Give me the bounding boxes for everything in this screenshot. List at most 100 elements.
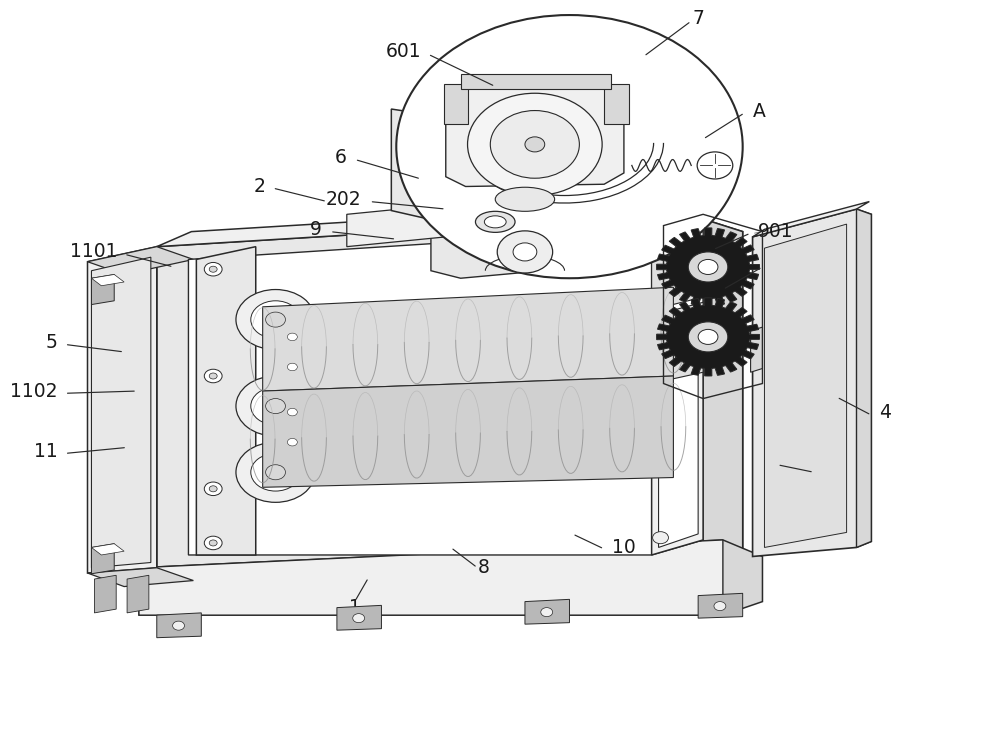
Circle shape bbox=[251, 453, 300, 491]
Polygon shape bbox=[87, 247, 193, 274]
Circle shape bbox=[688, 252, 728, 282]
Polygon shape bbox=[441, 94, 589, 117]
Polygon shape bbox=[525, 599, 569, 624]
Ellipse shape bbox=[495, 187, 555, 211]
Circle shape bbox=[653, 445, 668, 457]
Circle shape bbox=[698, 329, 718, 344]
Circle shape bbox=[653, 235, 668, 247]
Polygon shape bbox=[446, 79, 624, 186]
Polygon shape bbox=[856, 209, 871, 547]
Text: 202: 202 bbox=[326, 190, 362, 209]
Circle shape bbox=[204, 482, 222, 496]
Text: 10: 10 bbox=[612, 538, 636, 557]
Circle shape bbox=[280, 328, 304, 346]
Text: 601: 601 bbox=[385, 41, 421, 61]
Ellipse shape bbox=[475, 211, 515, 232]
Circle shape bbox=[525, 137, 545, 152]
Text: 7: 7 bbox=[692, 9, 704, 29]
Circle shape bbox=[204, 369, 222, 383]
Polygon shape bbox=[91, 544, 114, 574]
Circle shape bbox=[280, 403, 304, 421]
Circle shape bbox=[236, 442, 315, 502]
Polygon shape bbox=[764, 224, 847, 547]
Polygon shape bbox=[91, 257, 151, 568]
Polygon shape bbox=[652, 302, 703, 384]
Text: 9: 9 bbox=[310, 220, 322, 239]
Circle shape bbox=[173, 621, 184, 630]
Circle shape bbox=[697, 152, 733, 179]
Polygon shape bbox=[87, 568, 193, 587]
Circle shape bbox=[653, 532, 668, 544]
Polygon shape bbox=[751, 327, 762, 372]
Circle shape bbox=[653, 340, 668, 352]
Circle shape bbox=[490, 111, 579, 178]
Circle shape bbox=[266, 465, 285, 480]
Circle shape bbox=[353, 614, 365, 623]
Circle shape bbox=[287, 438, 297, 446]
Text: 1102: 1102 bbox=[10, 381, 58, 401]
Polygon shape bbox=[196, 247, 256, 555]
Polygon shape bbox=[263, 376, 673, 487]
Polygon shape bbox=[157, 199, 723, 247]
Polygon shape bbox=[444, 84, 468, 124]
Polygon shape bbox=[127, 575, 149, 613]
Text: 11: 11 bbox=[34, 441, 58, 461]
Ellipse shape bbox=[484, 216, 506, 228]
Circle shape bbox=[209, 266, 217, 272]
Polygon shape bbox=[659, 224, 698, 547]
Polygon shape bbox=[698, 593, 743, 618]
Text: 3: 3 bbox=[822, 460, 834, 480]
Text: A: A bbox=[753, 102, 765, 121]
Circle shape bbox=[287, 333, 297, 341]
Circle shape bbox=[209, 540, 217, 546]
Polygon shape bbox=[347, 205, 461, 247]
Polygon shape bbox=[91, 274, 124, 286]
Polygon shape bbox=[652, 214, 703, 555]
Circle shape bbox=[251, 387, 300, 425]
Polygon shape bbox=[188, 229, 703, 555]
Polygon shape bbox=[94, 575, 116, 613]
Circle shape bbox=[287, 408, 297, 416]
Polygon shape bbox=[652, 232, 703, 310]
Circle shape bbox=[497, 231, 553, 273]
Polygon shape bbox=[91, 544, 124, 555]
Circle shape bbox=[287, 363, 297, 371]
Circle shape bbox=[396, 15, 743, 278]
Circle shape bbox=[280, 433, 304, 451]
Polygon shape bbox=[753, 202, 869, 237]
Polygon shape bbox=[139, 540, 723, 615]
Text: 5: 5 bbox=[46, 332, 58, 352]
Circle shape bbox=[209, 486, 217, 492]
Text: 4: 4 bbox=[879, 402, 891, 422]
Polygon shape bbox=[157, 214, 743, 568]
Polygon shape bbox=[657, 298, 760, 376]
Polygon shape bbox=[657, 228, 760, 306]
Text: 1101: 1101 bbox=[70, 242, 117, 262]
Text: 6: 6 bbox=[335, 148, 347, 168]
Text: 8: 8 bbox=[477, 558, 489, 578]
Circle shape bbox=[236, 290, 315, 350]
Circle shape bbox=[698, 259, 718, 274]
Text: 801: 801 bbox=[770, 255, 806, 274]
Circle shape bbox=[714, 602, 726, 611]
Circle shape bbox=[513, 243, 537, 261]
Circle shape bbox=[280, 358, 304, 376]
Circle shape bbox=[266, 399, 285, 414]
Circle shape bbox=[688, 322, 728, 352]
Polygon shape bbox=[91, 274, 114, 305]
Circle shape bbox=[209, 373, 217, 379]
Polygon shape bbox=[337, 605, 381, 630]
Polygon shape bbox=[461, 74, 611, 89]
Circle shape bbox=[266, 312, 285, 327]
Polygon shape bbox=[263, 287, 673, 391]
Polygon shape bbox=[461, 184, 614, 207]
Polygon shape bbox=[604, 84, 629, 124]
Circle shape bbox=[251, 301, 300, 338]
Circle shape bbox=[204, 262, 222, 276]
Text: 2: 2 bbox=[254, 177, 266, 196]
Circle shape bbox=[236, 376, 315, 436]
Circle shape bbox=[541, 608, 553, 617]
Polygon shape bbox=[688, 214, 743, 568]
Polygon shape bbox=[87, 247, 157, 573]
Polygon shape bbox=[157, 613, 201, 638]
